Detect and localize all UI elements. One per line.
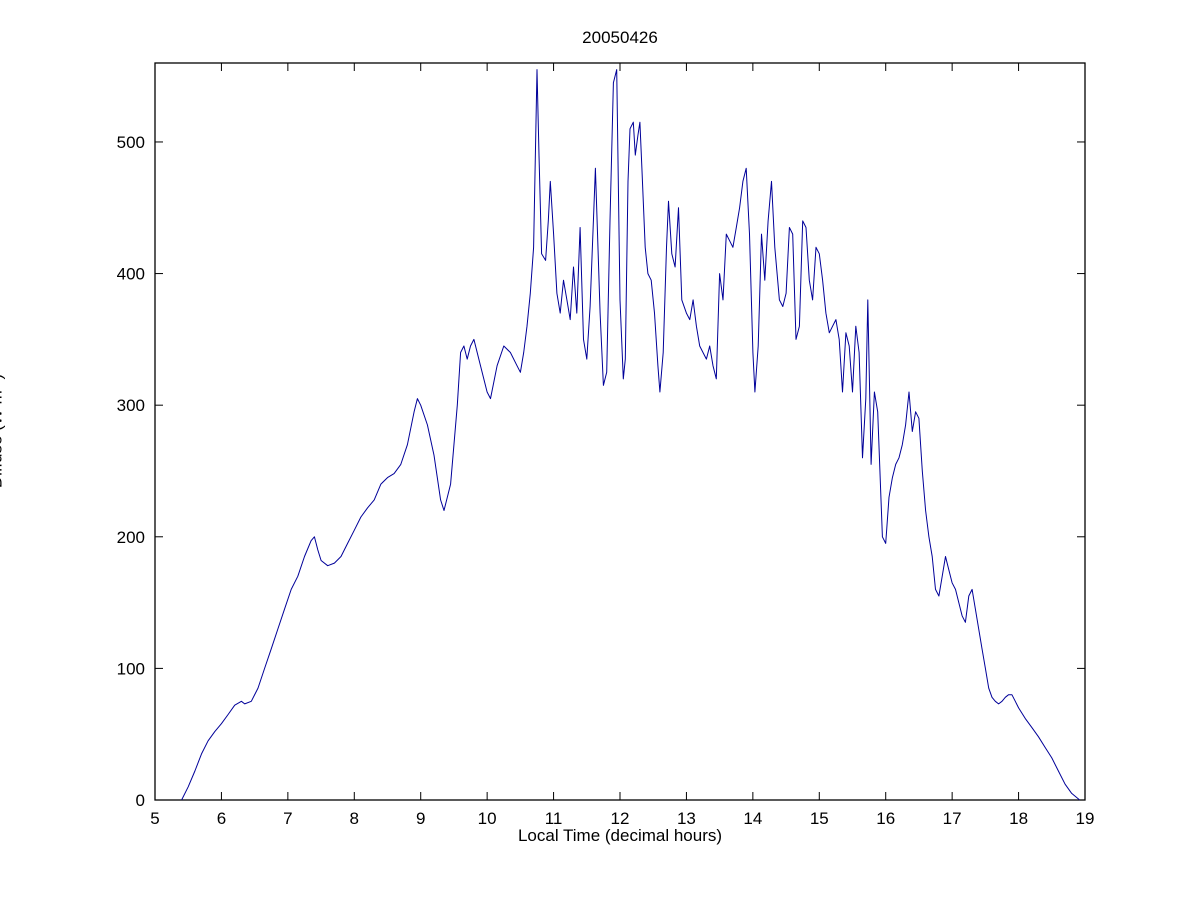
- x-tick-label: 7: [283, 809, 292, 828]
- plot-title: 20050426: [582, 28, 658, 47]
- x-tick-label: 6: [217, 809, 226, 828]
- x-axis-label: Local Time (decimal hours): [517, 826, 723, 845]
- x-tick-label: 17: [943, 809, 962, 828]
- y-tick-label: 400: [117, 265, 145, 284]
- y-tick-label: 500: [117, 133, 145, 152]
- x-tick-label: 9: [416, 809, 425, 828]
- diffuse-line: [181, 69, 1081, 801]
- y-axis-label-prefix: Diffuse (W m: [0, 390, 6, 489]
- x-tick-label: 19: [1076, 809, 1095, 828]
- y-tick-label: 0: [136, 791, 145, 810]
- x-tick-label: 8: [350, 809, 359, 828]
- x-tick-label: 14: [743, 809, 762, 828]
- x-tick-label: 11: [545, 809, 563, 828]
- y-tick-label: 100: [117, 659, 145, 678]
- x-tick-label: 12: [611, 809, 630, 828]
- y-tick-label: 300: [117, 396, 145, 415]
- x-tick-label: 15: [810, 809, 829, 828]
- y-axis-label: Diffuse (W m-2): [0, 281, 6, 581]
- plot-box: [154, 62, 1086, 801]
- y-tick-label: 200: [117, 528, 145, 547]
- y-axis-label-suffix: ): [0, 374, 5, 380]
- x-tick-label: 10: [478, 809, 497, 828]
- x-tick-label: 5: [150, 809, 159, 828]
- x-tick-label: 18: [1009, 809, 1028, 828]
- x-tick-label: 16: [876, 809, 895, 828]
- x-tick-label: 13: [677, 809, 696, 828]
